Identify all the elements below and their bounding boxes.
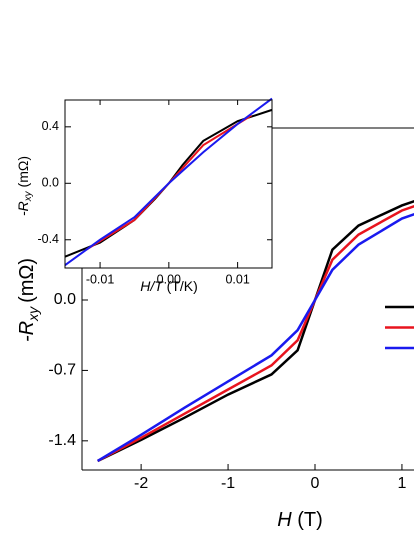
y-tick-label: 0.0 (54, 291, 76, 308)
x-tick-label: -2 (134, 475, 148, 492)
y-axis-label: -Rxy (mΩ) (15, 156, 34, 216)
y-label-sub: xy (23, 190, 34, 202)
x-label-main: H/T (140, 278, 164, 294)
x-tick-label: 0.01 (225, 272, 249, 286)
x-axis-label: H (T) (277, 509, 323, 531)
x-tick-label: 1 (397, 475, 406, 492)
series-line (64, 97, 273, 266)
y-label-main: -R (15, 201, 31, 216)
x-tick-label: -1 (221, 475, 235, 492)
x-axis-label: H/T (T/K) (140, 278, 198, 294)
y-tick-label: -1.4 (48, 432, 76, 449)
y-label-unit: (mΩ) (15, 156, 31, 187)
x-label-unit: (T/K) (167, 278, 198, 294)
y-label-main: -R (16, 321, 38, 342)
x-label-unit: (T) (297, 509, 323, 531)
y-label-unit: (mΩ) (16, 258, 38, 303)
series-line (97, 213, 414, 463)
y-tick-label: 0.4 (42, 119, 59, 133)
y-axis-label: -Rxy (mΩ) (16, 258, 40, 342)
y-tick-label: -0.7 (48, 362, 76, 379)
x-tick-label: 0.00 (157, 272, 181, 286)
y-label-sub: xy (25, 306, 41, 322)
series-line (97, 204, 414, 463)
x-tick-label: -0.01 (86, 272, 115, 286)
series-line (97, 199, 414, 463)
y-tick-label: 0.0 (42, 176, 59, 190)
y-tick-label: -0.4 (37, 232, 59, 246)
x-tick-label: 0 (311, 475, 320, 492)
x-label-main: H (277, 509, 292, 531)
